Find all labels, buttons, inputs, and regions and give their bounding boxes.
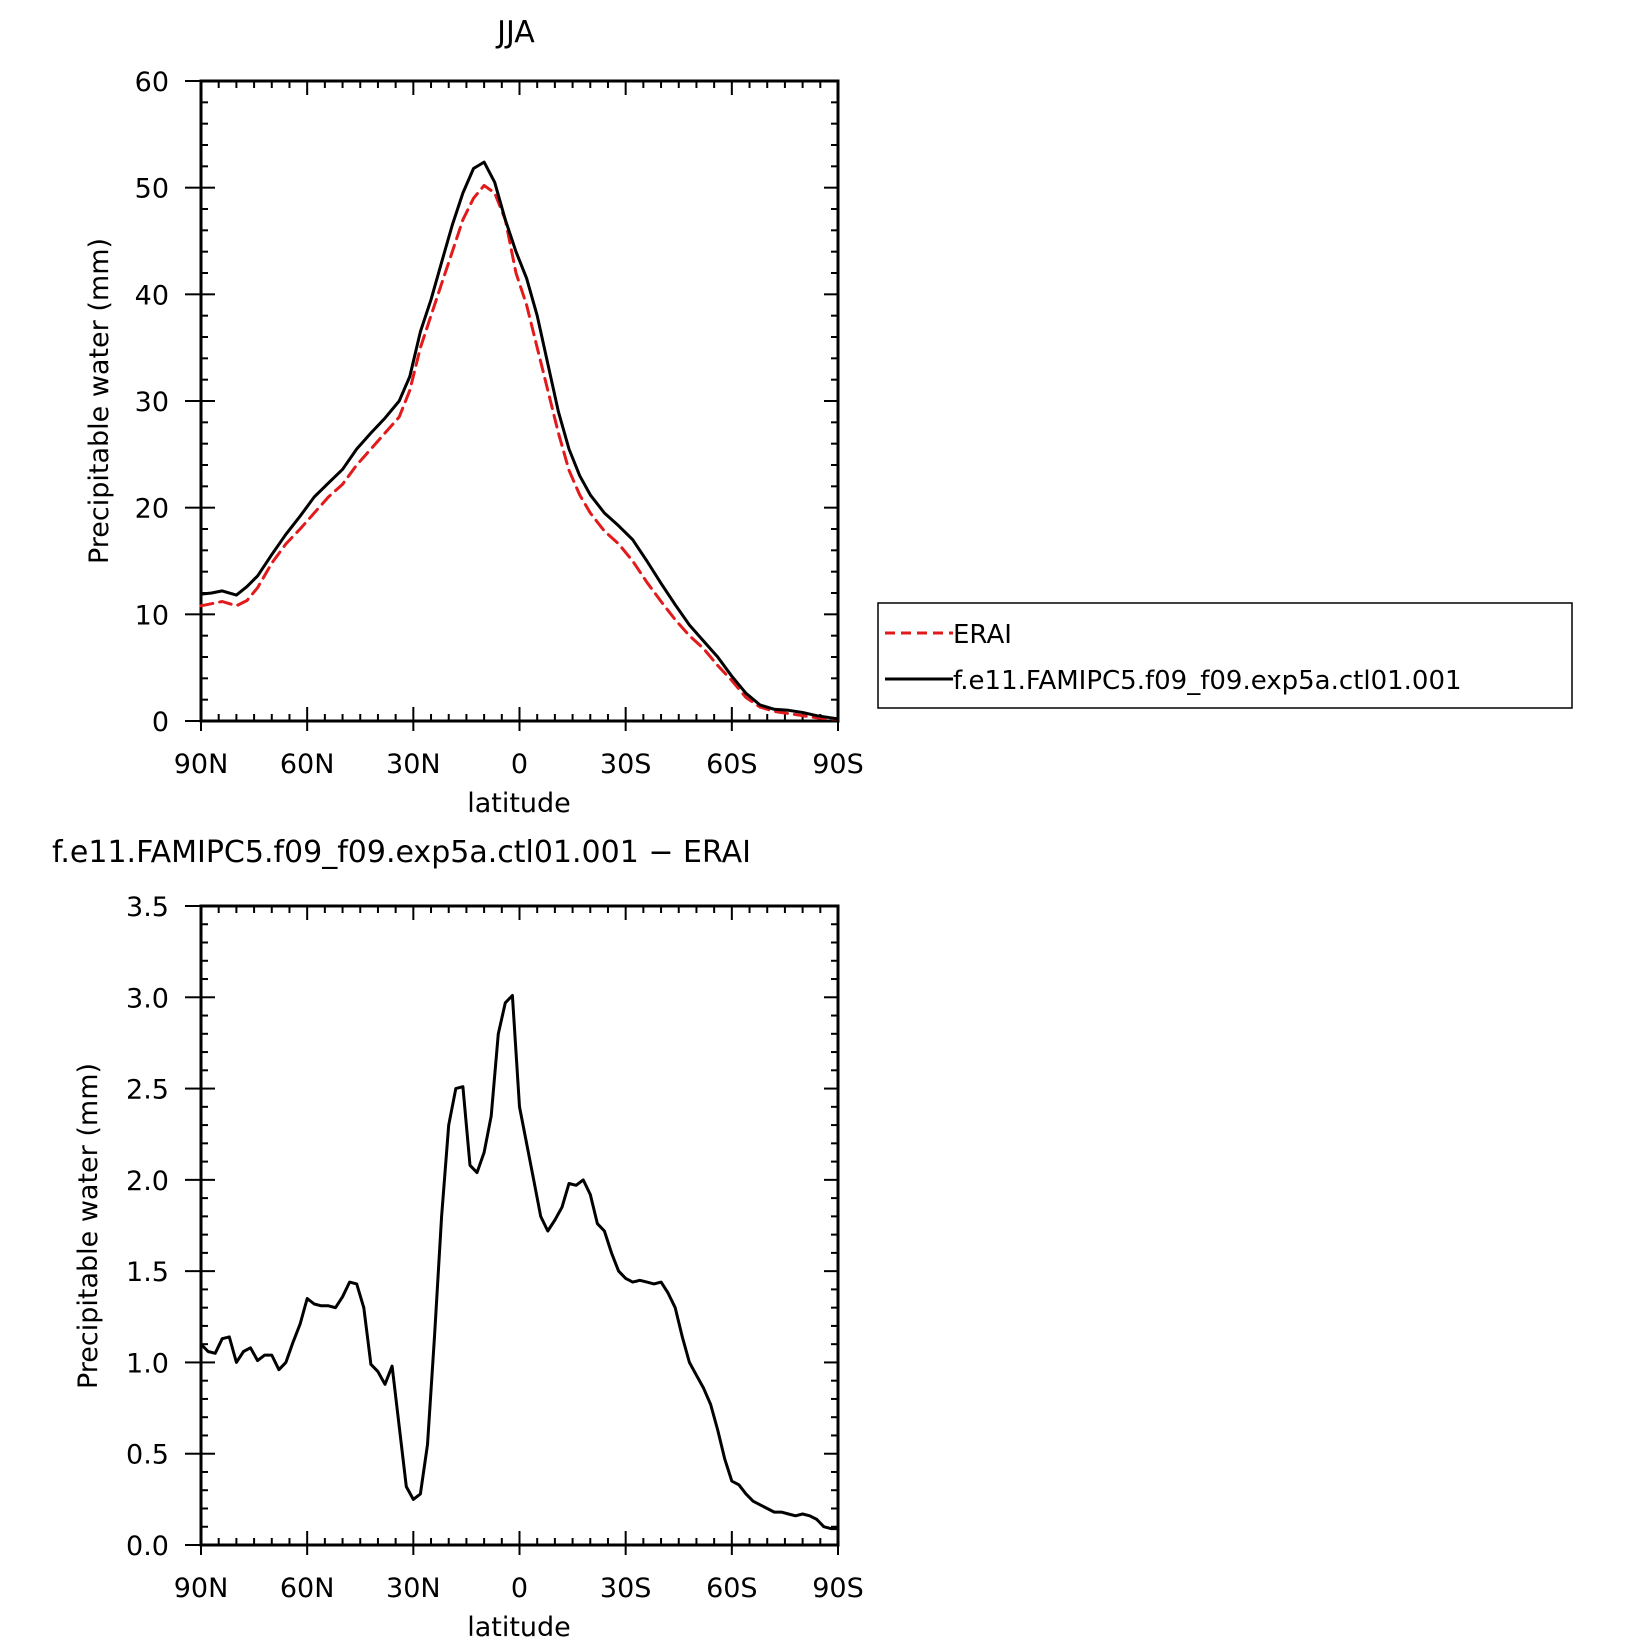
bottom-y-axis-label: Precipitable water (mm): [73, 1063, 104, 1389]
bottom-x-tick-label: 30N: [386, 1573, 441, 1604]
bottom-x-axis-label: latitude: [467, 1612, 571, 1641]
bottom-y-tick-label: 3.5: [126, 892, 169, 923]
legend-box: [877, 602, 1573, 709]
bottom-x-tick-label: 0: [511, 1573, 528, 1604]
bottom-panel: f.e11.FAMIPC5.f09_f09.exp5a.ctl01.001 − …: [52, 835, 864, 1641]
top-y-tick-label: 30: [135, 387, 169, 418]
top-x-tick-label: 30N: [386, 749, 441, 780]
legend-label-model: f.e11.FAMIPC5.f09_f09.exp5a.ctl01.001: [953, 666, 1462, 696]
top-plot-frame-group: [199, 79, 840, 723]
top-y-tick-label: 20: [135, 494, 169, 525]
bottom-difference-line: [199, 994, 840, 1531]
bottom-y-tick-label: 0.0: [126, 1531, 169, 1562]
top-y-tick-label: 40: [135, 280, 169, 311]
top-y-tick-label: 60: [135, 67, 169, 98]
top-x-axis-label: latitude: [467, 788, 571, 819]
bottom-x-tick-label: 60N: [280, 1573, 335, 1604]
top-erai-line: [199, 184, 840, 721]
top-tick-labels: 90N 60N 30N 0 30S 60S 90S 0 10 20 30 40 50 60: [135, 67, 864, 780]
top-x-tick-label: 90S: [812, 749, 864, 780]
bottom-chart-title: f.e11.FAMIPC5.f09_f09.exp5a.ctl01.001 − …: [52, 835, 751, 870]
top-x-tick-label: 60N: [280, 749, 335, 780]
top-x-tick-label: 60S: [706, 749, 758, 780]
bottom-tick-labels: 90N 60N 30N 0 30S 60S 90S 0.0 0.5 1.0 1.5 2.0 2.5 3.0…: [126, 892, 864, 1604]
top-plot-frame: [199, 79, 840, 723]
top-y-tick-label: 50: [135, 174, 169, 205]
bottom-x-tick-label: 90S: [812, 1573, 864, 1604]
bottom-ticks: [185, 905, 839, 1555]
bottom-y-tick-label: 1.5: [126, 1257, 169, 1288]
bottom-y-tick-label: 2.5: [126, 1075, 169, 1106]
legend-label-erai: ERAI: [953, 620, 1012, 650]
top-model-line: [199, 160, 840, 721]
bottom-y-tick-label: 1.0: [126, 1348, 169, 1379]
bottom-plot-frame: [199, 904, 840, 1547]
top-x-tick-label: 90N: [174, 749, 229, 780]
top-series: [199, 160, 840, 721]
bottom-series: [199, 994, 840, 1531]
bottom-y-tick-label: 3.0: [126, 983, 169, 1014]
bottom-x-tick-label: 90N: [174, 1573, 229, 1604]
bottom-y-tick-label: 0.5: [126, 1440, 169, 1471]
top-chart-title: JJA: [495, 15, 535, 50]
legend: ERAI f.e11.FAMIPC5.f09_f09.exp5a.ctl01.0…: [877, 602, 1573, 709]
top-panel: JJA 90N 60N 30N 0 30S 60S 90S 0 10 20 30 40 50 60 lat…: [84, 15, 1573, 819]
top-y-tick-label: 10: [135, 600, 169, 631]
top-x-tick-label: 30S: [600, 749, 652, 780]
bottom-x-tick-label: 30S: [600, 1573, 652, 1604]
top-ticks: [185, 80, 839, 731]
top-y-tick-label: 0: [152, 707, 169, 738]
bottom-y-tick-label: 2.0: [126, 1166, 169, 1197]
top-x-tick-label: 0: [511, 749, 528, 780]
top-y-axis-label: Precipitable water (mm): [84, 238, 115, 564]
bottom-x-tick-label: 60S: [706, 1573, 758, 1604]
